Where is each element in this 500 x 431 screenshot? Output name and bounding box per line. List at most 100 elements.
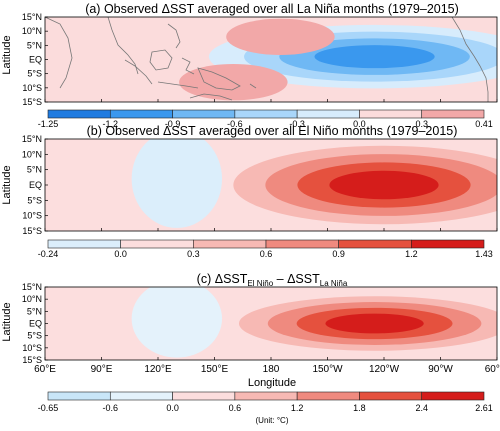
y-tick-label: 10°S [22,343,42,353]
coastline [197,67,241,91]
colorbar-tick-label: 0.9 [332,249,345,259]
colorbar-tick-label: 2.4 [415,403,428,413]
panel-c-title-sub2: La Niña [320,279,348,288]
coastline [249,83,257,89]
x-tick-label: 120°W [369,364,400,375]
y-tick-label: 15°S [22,355,42,365]
y-tick-label: 15°N [22,134,42,144]
colorbar-c: -0.65 -0.6 0.0 0.6 1.2 1.8 2.4 2.61 [38,391,493,413]
colorbar-tick-label: 0.0 [114,249,127,259]
colorbar-tick-label: 0.3 [415,119,428,129]
x-tick-label: 150°E [201,364,229,375]
colorbar-segment [296,109,360,119]
panel-b-title: (b) Observed ΔSST averaged over all El N… [87,124,458,138]
y-tick-label: 5°S [27,331,42,341]
colorbar-segment [47,239,121,249]
contour-band [226,18,335,55]
y-tick-label: EQ [29,55,42,65]
x-tick-label: 180 [263,364,280,375]
y-tick-label: EQ [29,319,42,329]
coastline [181,57,195,75]
panel-c: 15°N 10°N 5°N EQ 5°S 10°S 15°S60°E 90°E 120°E 150… [22,282,500,375]
y-tick-label: 10°N [22,149,42,159]
colorbar-segment [265,239,339,249]
y-tick-label: EQ [29,180,42,190]
colorbar-segment [120,239,194,249]
coastline [124,59,153,85]
panel-b-ylabel: Latitude [1,165,13,204]
contour-band [329,170,439,200]
colorbar-tick-label: 0.6 [229,403,242,413]
y-tick-label: 10°S [22,211,42,221]
colorbar-tick-label: -0.6 [227,119,243,129]
colorbar-tick-label: 1.8 [353,403,366,413]
contour-band [131,287,223,358]
x-axis-title: Longitude [248,377,296,389]
colorbar-segment [109,391,173,401]
colorbar-segment [359,109,423,119]
colorbar-segment [109,109,173,119]
colorbar-tick-label: -0.24 [38,249,59,259]
colorbar-tick-label: 0.3 [187,249,200,259]
colorbar-segment [193,239,267,249]
y-tick-label: 5°N [27,306,42,316]
colorbar-segment [172,109,236,119]
coastline [473,55,489,102]
contour-band [325,313,424,334]
colorbar-tick-label: 0.6 [260,249,273,259]
y-tick-label: 5°S [27,195,42,205]
contour-band [131,139,223,228]
colorbar-b: -0.24 0.0 0.3 0.6 0.9 1.2 1.43 [38,239,493,259]
colorbar-segment [411,239,485,249]
colorbar-segment [47,391,111,401]
colorbar-tick-label: 1.43 [475,249,493,259]
coastline [107,17,139,75]
colorbar-tick-label: 1.2 [405,249,418,259]
colorbar-segment [296,391,360,401]
contour-band [314,45,435,69]
y-tick-label: 15°S [22,226,42,236]
colorbar-segment [234,391,298,401]
coastline [167,23,181,49]
x-tick-label: 60°E [34,364,56,375]
panel-c-title-mid: – ΔSST [273,272,320,286]
panel-c-title-part1: (c) ΔSST [197,272,248,286]
y-tick-label: 5°N [27,40,42,50]
colorbar-tick-label: -0.9 [165,119,181,129]
y-tick-label: 15°S [22,97,42,107]
colorbar-tick-label: -0.3 [289,119,305,129]
coastline [149,49,173,71]
y-tick-label: 5°N [27,165,42,175]
colorbar-tick-label: -0.6 [103,403,119,413]
coastline [189,93,233,101]
y-tick-label: 15°N [22,282,42,292]
panel-a-title: (a) Observed ΔSST averaged over all La N… [85,2,459,16]
colorbar-tick-label: 1.2 [291,403,304,413]
x-tick-label: 150°W [312,364,343,375]
y-tick-label: 10°N [22,294,42,304]
x-tick-label: 90°W [428,364,453,375]
sst-field [45,287,497,360]
coastlines [45,17,489,102]
coastline [451,17,475,57]
colorbar-segment [234,109,298,119]
colorbar-segment [338,239,412,249]
colorbar-segment [421,109,485,119]
colorbar-segment [47,109,111,119]
colorbar-a: -1.25 -1.2 -0.9 -0.6 -0.3 0.0 0.3 0.41 [38,109,493,129]
y-tick-label: 10°N [22,26,42,36]
panel-a-ylabel: Latitude [1,35,13,74]
x-tick-label: 90°E [91,364,113,375]
sst-field [45,139,497,231]
colorbar-segment [172,391,236,401]
y-tick-label: 10°S [22,83,42,93]
colorbar-tick-label: -1.25 [38,119,59,129]
colorbar-tick-label: 0.0 [353,119,366,129]
panel-b: 15°N 10°N 5°N EQ 5°S 10°S 15°S [22,134,498,236]
x-tick-label: 60°W [485,364,500,375]
colorbar-tick-label: 2.61 [475,403,493,413]
panel-c-title: (c) ΔSSTEl Niño – ΔSSTLa Niña [197,272,348,288]
colorbar-segment [421,391,485,401]
colorbar-tick-label: 0.0 [166,403,179,413]
